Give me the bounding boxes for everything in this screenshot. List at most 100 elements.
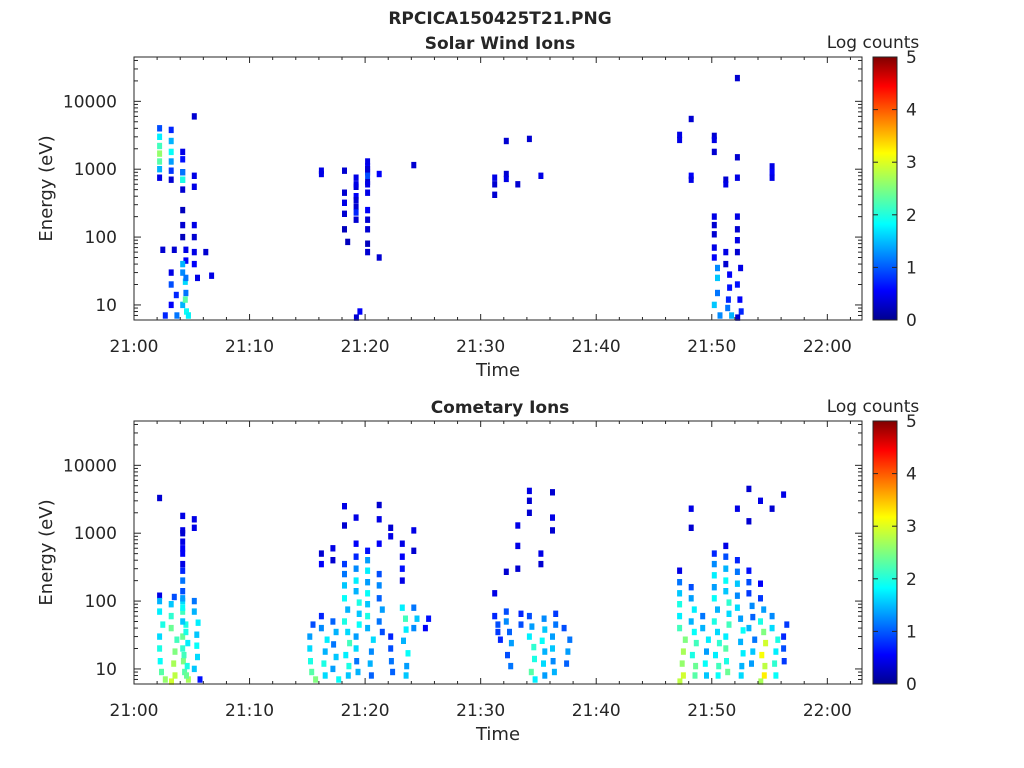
- heatmap-cell: [492, 181, 498, 188]
- heatmap-cell: [157, 597, 163, 605]
- heatmap-cell: [345, 606, 351, 613]
- heatmap-cell: [183, 628, 189, 636]
- heatmap-cell: [734, 580, 740, 587]
- heatmap-cell: [723, 633, 729, 640]
- heatmap-cell: [492, 174, 498, 181]
- heatmap-cell: [180, 156, 186, 163]
- colorbar-tick-label: 2: [906, 206, 917, 226]
- colorbar-tick-label: 5: [906, 48, 917, 68]
- plot-area: [134, 421, 862, 684]
- heatmap-cell: [526, 497, 532, 504]
- heatmap-cell: [330, 665, 336, 673]
- heatmap-cell: [365, 579, 371, 586]
- heatmap-cell: [330, 557, 336, 564]
- heatmap-cell: [353, 588, 359, 595]
- heatmap-cell: [368, 648, 374, 655]
- heatmap-cell: [169, 678, 174, 685]
- heatmap-cell: [752, 636, 758, 643]
- heatmap-cell: [203, 248, 209, 256]
- heatmap-cell: [185, 312, 191, 319]
- heatmap-cell: [353, 565, 359, 572]
- heatmap-cell: [168, 137, 174, 145]
- heatmap-cell: [307, 645, 313, 652]
- heatmap-cell: [711, 550, 717, 557]
- heatmap-cell: [550, 633, 555, 640]
- heatmap-cell: [542, 648, 548, 655]
- heatmap-cell: [354, 658, 360, 665]
- heatmap-cell: [528, 668, 534, 676]
- heatmap-cell: [345, 672, 351, 679]
- heatmap-cell: [180, 221, 186, 229]
- heatmap-cell: [550, 489, 555, 496]
- heatmap-cell: [688, 584, 694, 591]
- x-tick-label: 21:50: [687, 701, 736, 721]
- heatmap-cell: [715, 264, 720, 272]
- x-tick-label: 21:20: [341, 701, 390, 721]
- heatmap-cell: [508, 662, 514, 670]
- heatmap-cell: [734, 154, 740, 161]
- heatmap-cell: [181, 651, 187, 659]
- heatmap-cell: [168, 167, 174, 174]
- heatmap-cell: [353, 174, 359, 181]
- heatmap-cell: [353, 216, 359, 223]
- heatmap-cell: [769, 612, 775, 620]
- axes-frame: [133, 420, 863, 685]
- heatmap-cell: [503, 175, 509, 183]
- heatmap-cell: [180, 512, 186, 520]
- heatmap-cell: [174, 312, 180, 319]
- heatmap-cell: [688, 115, 694, 123]
- heatmap-cell: [180, 658, 186, 665]
- heatmap-cell: [356, 599, 362, 606]
- heatmap-cell: [180, 260, 186, 268]
- heatmap-cell: [342, 210, 347, 217]
- heatmap-cell: [542, 626, 548, 633]
- colorbar-gradient: [872, 420, 898, 685]
- heatmap-cell: [692, 672, 698, 679]
- heatmap-cell: [160, 621, 166, 628]
- heatmap-cell: [715, 289, 720, 297]
- heatmap-cell: [353, 209, 359, 216]
- heatmap-cell: [717, 312, 723, 319]
- panel-title: Cometary Ions: [431, 398, 570, 418]
- heatmap-cell: [688, 595, 694, 602]
- heatmap-cell: [497, 636, 503, 643]
- colorbar-tick-label: 4: [906, 465, 917, 485]
- heatmap-cell: [734, 213, 740, 220]
- heatmap-cell: [422, 624, 428, 632]
- heatmap-cell: [769, 624, 775, 632]
- heatmap-cell: [738, 308, 744, 315]
- heatmap-cell: [390, 668, 396, 676]
- heatmap-cell: [376, 501, 382, 509]
- heatmap-cell: [347, 639, 353, 647]
- x-tick-label: 21:30: [456, 337, 505, 357]
- heatmap-cell: [711, 560, 717, 568]
- axes-frame: [133, 56, 863, 321]
- heatmap-cell: [758, 595, 763, 602]
- colorbar-gradient: [872, 56, 898, 321]
- heatmap-cell: [157, 633, 163, 640]
- heatmap-cell: [342, 522, 347, 529]
- heatmap-cell: [411, 547, 417, 554]
- heatmap-cell: [691, 628, 697, 636]
- heatmap-cell: [759, 651, 765, 659]
- heatmap-cell: [367, 660, 373, 667]
- heatmap-cell: [324, 636, 330, 643]
- y-axis-label: Energy (eV): [36, 499, 57, 605]
- heatmap-cell: [677, 678, 683, 685]
- heatmap-cell: [734, 604, 740, 611]
- heatmap-cell: [191, 172, 197, 179]
- x-tick-label: 21:20: [341, 337, 390, 357]
- heatmap-cell: [526, 612, 532, 620]
- heatmap-cell: [353, 181, 359, 188]
- heatmap-cell: [342, 503, 347, 510]
- x-tick-label: 21:50: [687, 337, 736, 357]
- heatmap-cell: [342, 167, 347, 174]
- heatmap-cell: [184, 662, 190, 670]
- heatmap-cell: [330, 545, 336, 552]
- heatmap-cell: [197, 676, 203, 683]
- heatmap-cell: [704, 648, 709, 655]
- heatmap-cell: [716, 639, 722, 647]
- heatmap-cell: [773, 648, 779, 655]
- heatmap-cell: [711, 148, 717, 156]
- heatmap-cell: [399, 540, 405, 547]
